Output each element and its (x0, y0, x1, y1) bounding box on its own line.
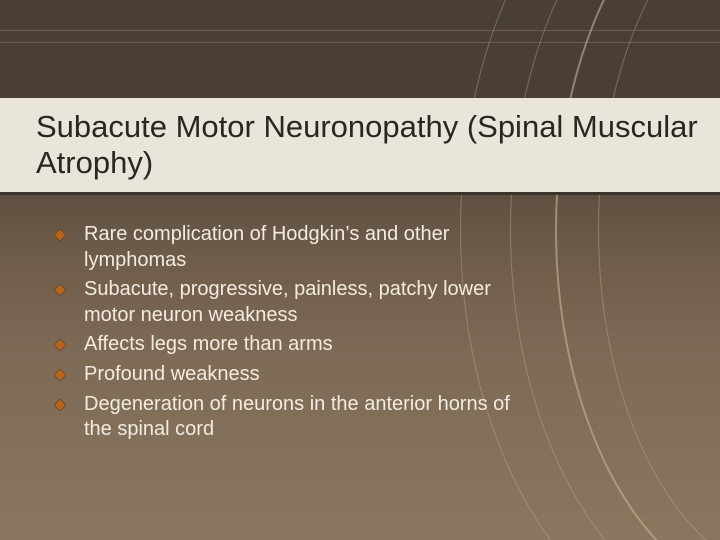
diamond-bullet-icon (54, 369, 72, 381)
bullet-list: Rare complication of Hodgkin’s and other… (54, 222, 514, 447)
diamond-bullet-icon (54, 229, 72, 241)
bullet-text: Subacute, progressive, painless, patchy … (84, 277, 514, 328)
list-item: Rare complication of Hodgkin’s and other… (54, 222, 514, 273)
bullet-text: Degeneration of neurons in the anterior … (84, 392, 514, 443)
list-item: Subacute, progressive, painless, patchy … (54, 277, 514, 328)
diamond-bullet-icon (54, 339, 72, 351)
bullet-text: Rare complication of Hodgkin’s and other… (84, 222, 514, 273)
slide-title: Subacute Motor Neuronopathy (Spinal Musc… (36, 109, 720, 180)
list-item: Degeneration of neurons in the anterior … (54, 392, 514, 443)
bullet-text: Profound weakness (84, 362, 260, 388)
title-band: Subacute Motor Neuronopathy (Spinal Musc… (0, 98, 720, 192)
diamond-bullet-icon (54, 284, 72, 296)
diamond-bullet-icon (54, 399, 72, 411)
list-item: Profound weakness (54, 362, 514, 388)
bullet-text: Affects legs more than arms (84, 332, 333, 358)
list-item: Affects legs more than arms (54, 332, 514, 358)
slide: Subacute Motor Neuronopathy (Spinal Musc… (0, 0, 720, 540)
title-underline (0, 192, 720, 195)
